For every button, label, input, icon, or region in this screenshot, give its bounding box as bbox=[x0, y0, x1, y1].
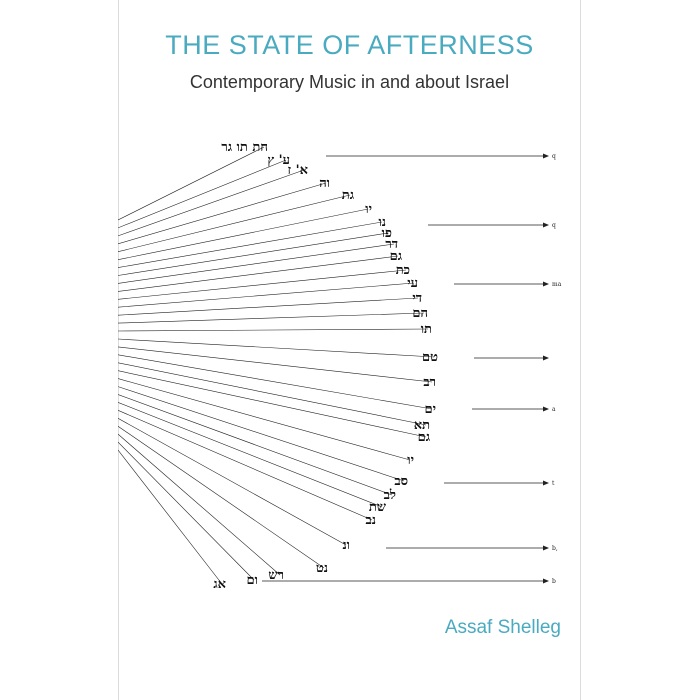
book-subtitle: Contemporary Music in and about Israel bbox=[189, 72, 510, 92]
hebrew-label: טם bbox=[422, 350, 438, 365]
hebrew-label: רב bbox=[423, 375, 436, 390]
hebrew-label: גת bbox=[342, 188, 354, 203]
arrow-label: ma bbox=[552, 281, 562, 288]
arrowhead bbox=[543, 406, 549, 412]
arrowhead bbox=[543, 578, 549, 584]
fan-line bbox=[118, 328, 429, 332]
hebrew-label: די bbox=[412, 291, 422, 306]
fan-line bbox=[118, 243, 395, 284]
arrowhead bbox=[543, 545, 549, 551]
hebrew-label: תא bbox=[414, 418, 430, 433]
arrowhead bbox=[543, 480, 549, 486]
fan-line bbox=[118, 441, 255, 581]
hebrew-label: גם bbox=[418, 430, 430, 445]
fan-line bbox=[118, 221, 383, 268]
arrowhead bbox=[543, 153, 549, 159]
arrow-label: b bbox=[552, 578, 556, 585]
fan-line bbox=[118, 425, 325, 569]
hebrew-label: נו bbox=[378, 215, 386, 230]
arrowhead bbox=[543, 281, 549, 287]
fan-line bbox=[118, 394, 393, 496]
fan-line bbox=[118, 312, 425, 324]
hebrew-label: שת bbox=[369, 500, 387, 515]
hebrew-label: נב bbox=[366, 513, 377, 528]
arrowhead bbox=[543, 355, 549, 361]
hebrew-label: לב bbox=[384, 488, 396, 503]
fan-line bbox=[118, 370, 427, 438]
hebrew-label: וה bbox=[319, 176, 330, 191]
hebrew-label: ום bbox=[247, 573, 258, 588]
hebrew-label: יו bbox=[365, 202, 372, 217]
hebrew-label: עי bbox=[407, 276, 418, 291]
fan-line bbox=[118, 297, 419, 316]
fan-line bbox=[118, 169, 305, 237]
fan-line bbox=[118, 194, 351, 252]
hebrew-label: חת תו גר bbox=[221, 140, 268, 155]
fan-line bbox=[118, 449, 223, 585]
hebrew-label: סב bbox=[394, 474, 408, 489]
arrow-label: a bbox=[552, 406, 556, 413]
hebrew-label: תו bbox=[421, 322, 432, 337]
fan-line bbox=[118, 402, 383, 508]
hebrew-label: ע' ץ bbox=[267, 153, 290, 168]
fan-line bbox=[118, 255, 399, 292]
fan-line bbox=[118, 362, 427, 426]
fan-line bbox=[118, 146, 265, 221]
book-author: Assaf Shelleg bbox=[444, 617, 561, 638]
hebrew-label: פו bbox=[382, 226, 392, 241]
fan-line bbox=[118, 354, 433, 410]
fan-diagram: חת תו גרע' ץא' זוהגתיונופודרגםכתעידיהםתו… bbox=[118, 140, 562, 592]
arrowhead bbox=[543, 222, 549, 228]
fan-line bbox=[118, 418, 347, 546]
arrow-label: b, bbox=[552, 545, 558, 552]
hebrew-label: ים bbox=[424, 402, 436, 417]
hebrew-label: ונ bbox=[342, 538, 350, 553]
fan-line bbox=[118, 378, 411, 461]
hebrew-label: הם bbox=[412, 306, 428, 321]
book-cover: THE STATE OF AFTERNESS Contemporary Musi… bbox=[118, 0, 581, 700]
fan-line bbox=[118, 338, 435, 358]
fan-line bbox=[118, 410, 373, 521]
arrow-label: t bbox=[552, 480, 555, 487]
fan-line bbox=[118, 159, 287, 229]
hebrew-label: גם bbox=[390, 249, 402, 264]
fan-line bbox=[118, 386, 405, 482]
fan-line bbox=[118, 433, 281, 576]
book-title: THE STATE OF AFTERNESS bbox=[165, 30, 534, 60]
hebrew-label: דר bbox=[385, 237, 398, 252]
fan-line bbox=[118, 346, 433, 383]
fan-line bbox=[118, 182, 327, 245]
arrow-label: q bbox=[552, 153, 556, 160]
hebrew-label: א' ז bbox=[288, 163, 308, 178]
fan-line bbox=[118, 269, 407, 300]
arrow-label: q bbox=[552, 222, 556, 229]
hebrew-label: אג bbox=[213, 577, 226, 592]
fan-line bbox=[118, 208, 369, 260]
hebrew-label: נט bbox=[316, 561, 328, 576]
fan-line bbox=[118, 232, 389, 276]
hebrew-label: רש bbox=[268, 568, 284, 583]
fan-line bbox=[118, 282, 415, 308]
hebrew-label: כת bbox=[396, 263, 410, 278]
hebrew-label: יו bbox=[407, 453, 414, 468]
